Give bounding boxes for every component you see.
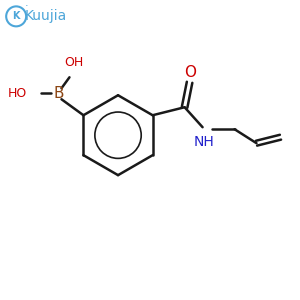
Text: Kuujia: Kuujia bbox=[25, 9, 67, 23]
Text: ·: · bbox=[24, 2, 28, 11]
Text: K: K bbox=[12, 11, 20, 21]
Text: HO: HO bbox=[7, 87, 26, 100]
Text: O: O bbox=[184, 65, 196, 80]
Text: B: B bbox=[53, 86, 64, 101]
Text: OH: OH bbox=[64, 56, 83, 69]
Text: NH: NH bbox=[193, 135, 214, 149]
